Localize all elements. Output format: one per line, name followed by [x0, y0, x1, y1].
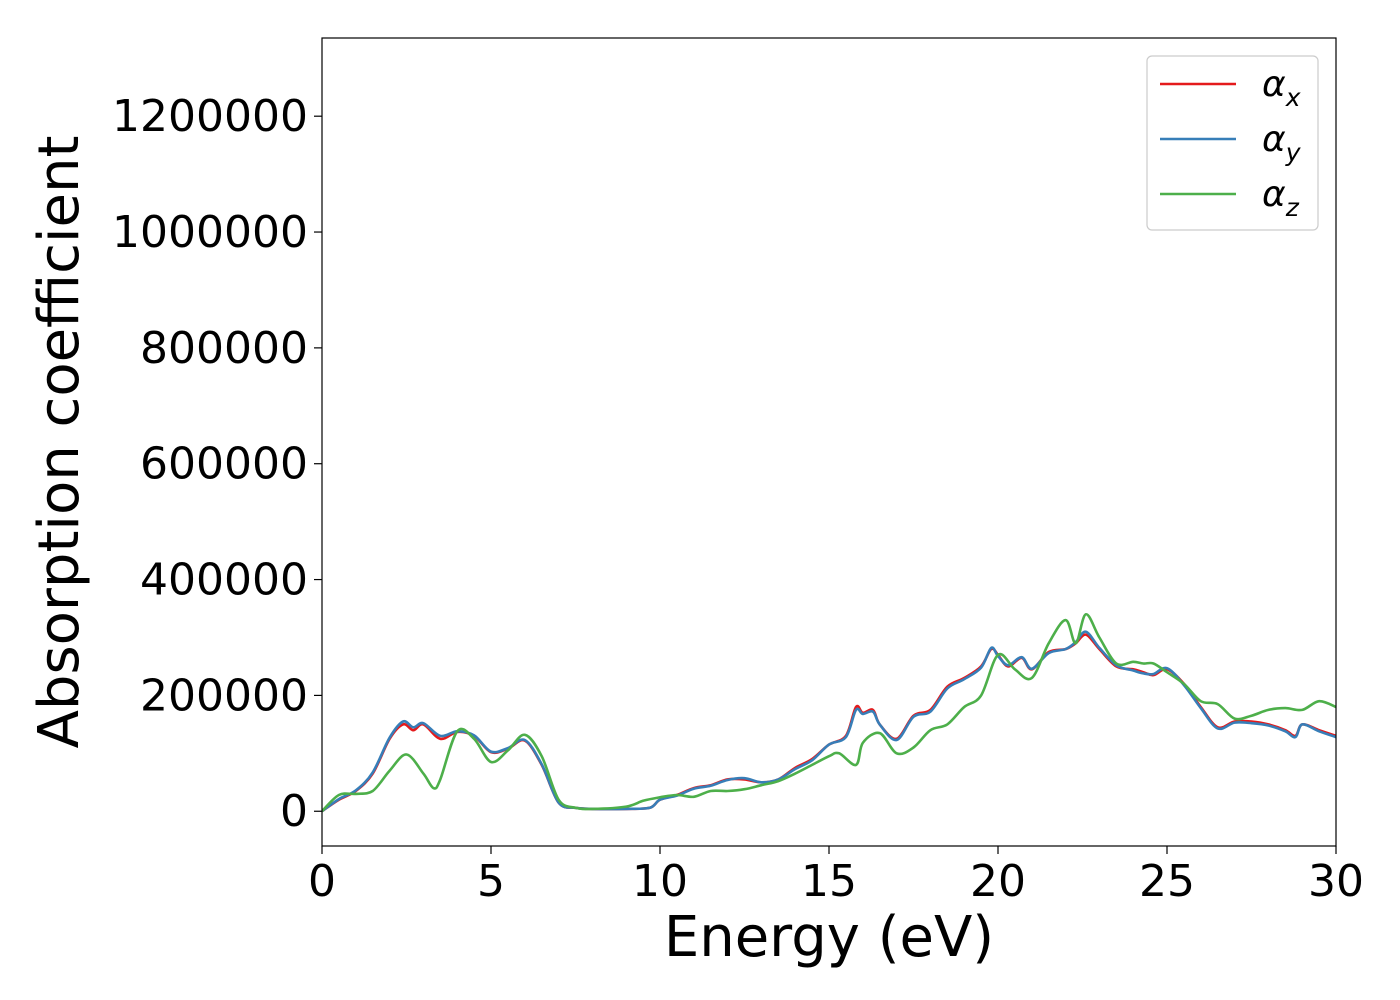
x-tick-label: 10: [632, 856, 688, 907]
x-tick-label: 5: [477, 856, 505, 907]
x-tick-label: 15: [801, 856, 857, 907]
legend-label-alpha-x: αx: [1262, 64, 1301, 112]
series-layer: [322, 613, 1336, 813]
legend-label-symbol: α: [1262, 119, 1286, 160]
series-line-alpha-y: [322, 630, 1336, 813]
x-tick-label: 30: [1308, 856, 1364, 907]
y-tick-label: 400000: [140, 555, 308, 606]
legend-box: [1146, 55, 1319, 231]
axes-layer: 0 5 10 15 20 25 30 0 200000 400000 600000 800000 100…: [112, 91, 1364, 907]
series-line-alpha-z: [322, 613, 1336, 813]
y-axis-label: Absorption coefficient: [27, 136, 92, 749]
x-axis-label: Energy (eV): [664, 905, 994, 970]
plot-frame: [321, 37, 1337, 847]
y-tick-label: 0: [280, 786, 308, 837]
y-tick-label: 200000: [140, 670, 308, 721]
legend-label-subscript: z: [1285, 193, 1300, 222]
legend-label-subscript: x: [1285, 83, 1301, 112]
legend-label-alpha-y: αy: [1262, 119, 1302, 167]
legend-label-alpha-z: αz: [1262, 174, 1300, 222]
x-tick-label: 25: [1139, 856, 1195, 907]
legend-label-symbol: α: [1262, 174, 1286, 215]
x-tick-label: 20: [970, 856, 1026, 907]
y-tick-label: 600000: [140, 439, 308, 490]
x-tick-label: 0: [308, 856, 336, 907]
legend-label-subscript: y: [1285, 138, 1302, 167]
y-tick-label: 1000000: [112, 207, 308, 258]
y-tick-label: 1200000: [112, 91, 308, 142]
legend-label-symbol: α: [1262, 64, 1286, 105]
y-tick-label: 800000: [140, 323, 308, 374]
